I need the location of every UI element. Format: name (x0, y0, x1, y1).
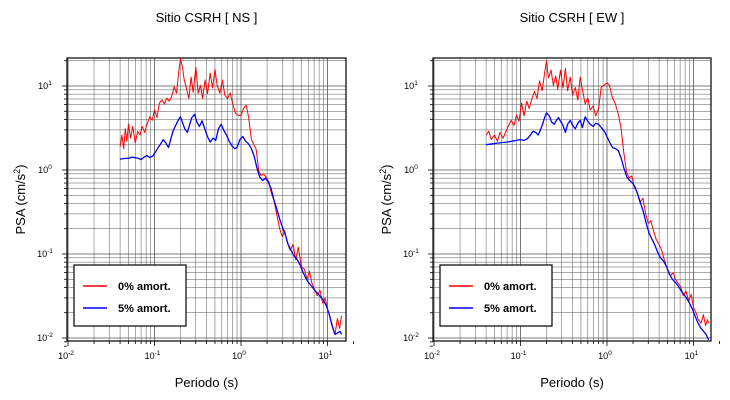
legend: 0% amort. 5% amort. (439, 264, 553, 327)
x-tick-label: 100 (598, 350, 612, 361)
x-tick-label: 10-1 (511, 350, 527, 361)
series-line-amort-0 (119, 58, 342, 335)
legend-label: 0% amort. (484, 281, 537, 293)
x-axis-label: Periodo (s) (175, 375, 239, 390)
y-tick-label: 10-2 (37, 332, 53, 343)
series-line-amort-0 (485, 60, 710, 327)
x-tick-label: 10-2 (424, 350, 440, 361)
chart-panel-ns: 10-2 10-1 100 101 10-2 10-1 100 101 Sitio CSRH [… (12, 10, 354, 390)
y-tick-label: 10-1 (37, 248, 53, 259)
series-group (485, 60, 710, 341)
x-tick-label: 101 (319, 350, 333, 361)
legend-label: 5% amort. (118, 303, 171, 315)
chart-title: Sitio CSRH [ NS ] (156, 10, 258, 25)
plot-frame (432, 57, 712, 342)
x-tick-label: 101 (685, 350, 699, 361)
x-tick-label: 10-2 (58, 350, 74, 361)
legend: 0% amort. 5% amort. (73, 264, 187, 327)
y-tick-label: 101 (404, 80, 418, 91)
y-tick-label: 100 (38, 164, 52, 175)
series-group (119, 58, 343, 336)
series-line-amort-5 (486, 112, 710, 341)
y-tick-label: 10-1 (403, 248, 419, 259)
y-tick-label: 10-2 (403, 332, 419, 343)
chart-panel-ew: 10-2 10-1 100 101 10-2 10-1 100 101 Sitio CSRH [… (378, 10, 720, 390)
legend-box (73, 264, 187, 327)
legend-label: 5% amort. (484, 303, 537, 315)
legend-box (439, 264, 553, 327)
series-line-amort-5 (120, 113, 343, 336)
chart-title: Sitio CSRH [ EW ] (520, 10, 625, 25)
y-tick-label: 101 (38, 80, 52, 91)
y-axis-label: PSA (cm/s2) (378, 164, 394, 234)
legend-label: 0% amort. (118, 281, 171, 293)
x-tick-label: 10-1 (145, 350, 161, 361)
x-tick-label: 100 (232, 350, 246, 361)
y-axis-label: PSA (cm/s2) (12, 164, 28, 234)
y-tick-label: 100 (404, 164, 418, 175)
x-axis-label: Periodo (s) (540, 375, 604, 390)
